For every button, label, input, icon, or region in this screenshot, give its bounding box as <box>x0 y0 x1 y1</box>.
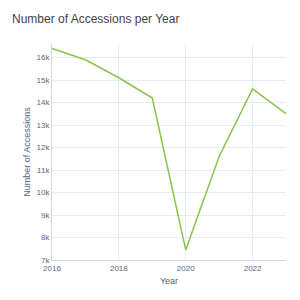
svg-text:10k: 10k <box>36 188 50 197</box>
svg-text:13k: 13k <box>36 121 50 130</box>
svg-text:7k: 7k <box>41 256 50 265</box>
svg-text:Year: Year <box>160 276 178 286</box>
svg-text:11k: 11k <box>37 166 50 175</box>
svg-text:2020: 2020 <box>177 264 195 273</box>
svg-text:2022: 2022 <box>244 264 262 273</box>
svg-text:16k: 16k <box>36 53 50 62</box>
svg-text:Number of Accessions per Year: Number of Accessions per Year <box>12 12 179 26</box>
svg-text:8k: 8k <box>41 233 50 242</box>
svg-text:14k: 14k <box>36 98 50 107</box>
svg-text:Number of Accessions: Number of Accessions <box>22 107 32 197</box>
svg-text:2018: 2018 <box>110 264 128 273</box>
svg-text:9k: 9k <box>41 211 50 220</box>
svg-text:15k: 15k <box>36 76 50 85</box>
svg-text:12k: 12k <box>36 143 50 152</box>
svg-text:2016: 2016 <box>43 264 61 273</box>
